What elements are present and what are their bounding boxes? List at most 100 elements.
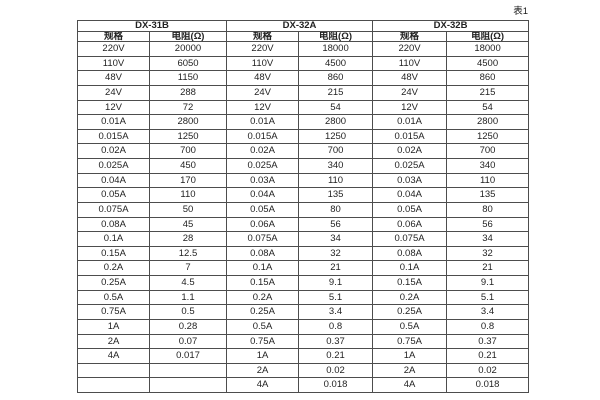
group-header-dx31b: DX-31B [76,20,228,32]
spec-cell: 0.01A [226,114,300,130]
spec-cell: 1A [226,348,300,364]
spec-cell: 0.15A [77,245,150,262]
spec-cell: 0.05A [226,201,300,218]
spec-cell: 0.05A [77,187,150,203]
table-row: 0.04A 170 0.03A 110 0.03A 110 [77,172,530,189]
resistance-cell: 34 [446,231,530,247]
group-header-dx32b: DX-32B [372,20,530,32]
spec-cell: 24V [77,84,150,101]
resistance-cell: 9.1 [446,275,530,291]
resistance-cell: 4500 [298,55,374,72]
resistance-cell: 1.1 [148,289,228,306]
spec-cell: 0.1A [226,260,300,276]
spec-cell: 48V [77,70,150,86]
resistance-cell: 700 [148,143,228,159]
resistance-cell: 32 [298,245,374,262]
relay-resistance-table: DX-31B DX-32A DX-32B 规格 电阻(Ω) 规格 电阻(Ω) 规… [76,20,530,393]
table-row: 12V 72 12V 54 12V 54 [77,99,530,116]
spec-cell: 0.025A [226,158,300,174]
resistance-cell: 0.8 [446,318,530,335]
spec-cell: 110V [372,55,448,72]
spec-cell: 0.08A [77,216,150,233]
resistance-cell: 1250 [148,128,228,145]
spec-cell: 2A [226,362,300,379]
resistance-cell: 3.4 [298,304,374,320]
spec-cell [77,377,150,393]
resistance-cell: 45 [148,216,228,233]
table-row: 0.2A 7 0.1A 21 0.1A 21 [77,260,530,276]
spec-cell: 0.25A [226,304,300,320]
spec-cell: 0.06A [372,216,448,233]
resistance-cell: 72 [148,99,228,116]
spec-cell: 0.2A [226,289,300,306]
resistance-cell: 450 [148,158,228,174]
group-header-dx32a: DX-32A [226,20,374,32]
resistance-cell: 2800 [148,114,228,130]
resistance-cell: 5.1 [446,289,530,306]
resistance-cell: 0.02 [298,362,374,379]
spec-cell: 0.25A [372,304,448,320]
spec-cell: 48V [372,70,448,86]
spec-cell: 0.05A [372,201,448,218]
spec-cell: 4A [77,348,150,364]
spec-cell: 0.075A [372,231,448,247]
spec-cell: 110V [226,55,300,72]
spec-cell: 2A [77,333,150,350]
resistance-cell: 54 [298,99,374,116]
spec-cell: 0.02A [372,143,448,159]
spec-cell: 4A [372,377,448,393]
spec-cell: 12V [77,99,150,116]
resistance-cell: 110 [148,187,228,203]
resistance-cell: 700 [298,143,374,159]
spec-cell: 0.025A [372,158,448,174]
spec-cell: 0.075A [77,201,150,218]
spec-cell: 24V [226,84,300,101]
resistance-cell: 0.018 [446,377,530,393]
table-row: 2A 0.02 2A 0.02 [77,362,530,379]
resistance-cell: 0.07 [148,333,228,350]
table-row: 0.05A 110 0.04A 135 0.04A 135 [77,187,530,203]
column-header-row: 规格 电阻(Ω) 规格 电阻(Ω) 规格 电阻(Ω) [77,30,530,42]
table-row: 110V 6050 110V 4500 110V 4500 [77,55,530,72]
resistance-cell: 0.018 [298,377,374,393]
table-row: 0.075A 50 0.05A 80 0.05A 80 [77,201,530,218]
spec-cell: 0.2A [77,260,150,276]
resistance-cell: 80 [298,201,374,218]
resistance-cell: 34 [298,231,374,247]
resistance-cell: 2800 [446,114,530,130]
group-header-row: DX-31B DX-32A DX-32B [76,20,530,32]
resistance-cell: 80 [446,201,530,218]
spec-cell: 12V [372,99,448,116]
table-row: 2A 0.07 0.75A 0.37 0.75A 0.37 [77,333,530,350]
spec-cell: 0.25A [77,275,150,291]
spec-cell: 1A [77,318,150,335]
spec-cell: 0.06A [226,216,300,233]
resistance-cell: 56 [298,216,374,233]
table-row: 0.02A 700 0.02A 700 0.02A 700 [77,143,530,159]
resistance-cell: 28 [148,231,228,247]
resistance-cell: 6050 [148,55,228,72]
resistance-cell: 18000 [298,41,374,57]
resistance-cell: 1150 [148,70,228,86]
resistance-cell [148,362,228,379]
resistance-cell: 7 [148,260,228,276]
spec-cell: 12V [226,99,300,116]
resistance-cell: 135 [298,187,374,203]
table-row: 48V 1150 48V 860 48V 860 [77,70,530,86]
spec-cell: 0.01A [77,114,150,130]
resistance-cell: 12.5 [148,245,228,262]
spec-cell: 0.02A [77,143,150,159]
spec-cell: 220V [226,41,300,57]
resistance-cell: 1250 [298,128,374,145]
resistance-cell: 170 [148,172,228,189]
spec-cell: 4A [226,377,300,393]
resistance-cell: 1250 [446,128,530,145]
table-row: 0.015A 1250 0.015A 1250 0.015A 1250 [77,128,530,145]
spec-cell: 110V [77,55,150,72]
spec-cell: 0.75A [77,304,150,320]
resistance-cell [148,377,228,393]
spec-cell: 0.04A [226,187,300,203]
table-row: 4A 0.017 1A 0.21 1A 0.21 [77,348,530,364]
spec-cell: 24V [372,84,448,101]
resistance-cell: 20000 [148,41,228,57]
